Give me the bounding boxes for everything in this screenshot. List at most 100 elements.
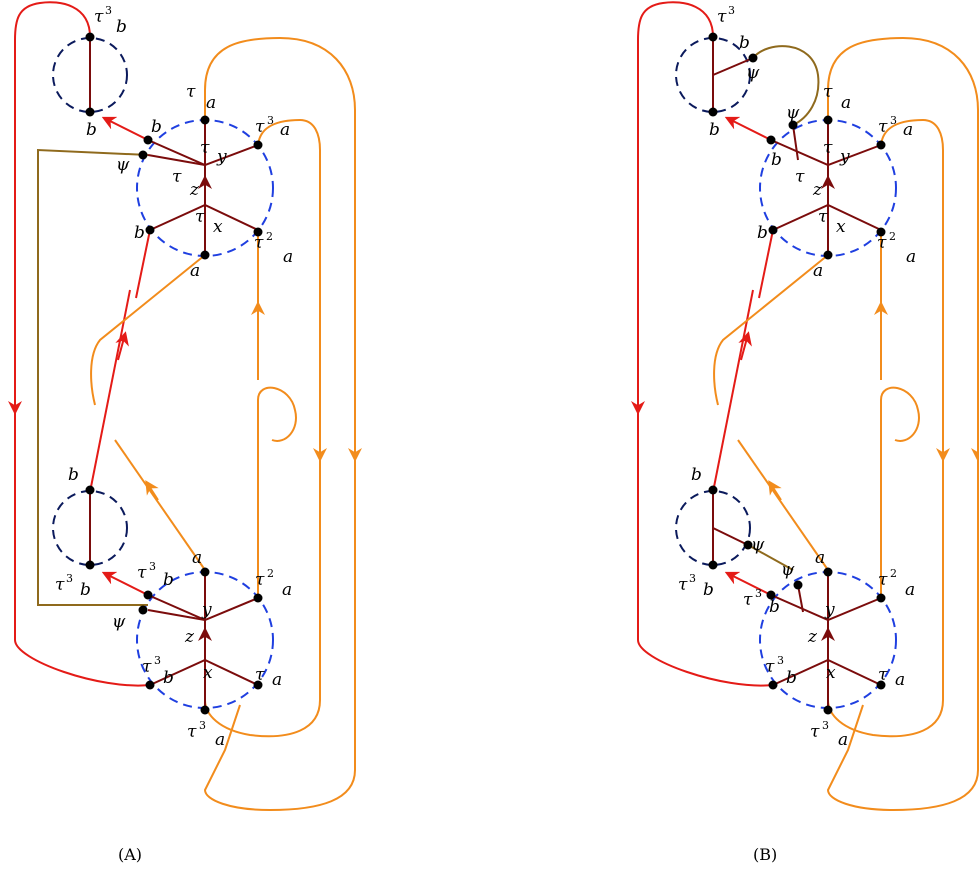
maroon-graph-bottom xyxy=(89,490,259,710)
svg-text:b: b xyxy=(739,33,750,53)
svg-text:𝜏: 𝜏 xyxy=(187,722,197,742)
svg-text:𝜏: 𝜏 xyxy=(255,117,265,137)
svg-text:3: 3 xyxy=(149,560,156,573)
svg-text:𝜏: 𝜏 xyxy=(765,657,775,677)
orange-diag-upper xyxy=(713,254,829,406)
navy-circle-top xyxy=(675,37,751,113)
panel-b: 𝜏 3 b ψ b ψ 𝜏 a 𝜏 3 a b 𝜏 y 𝜏 z 𝜏 x b 𝜏 … xyxy=(631,1,979,864)
svg-text:𝜏: 𝜏 xyxy=(137,563,147,583)
svg-text:a: a xyxy=(838,730,848,750)
svg-text:b: b xyxy=(757,223,768,243)
svg-text:3: 3 xyxy=(728,4,735,17)
red-strand-mid xyxy=(89,289,131,493)
svg-text:3: 3 xyxy=(105,4,112,17)
svg-text:a: a xyxy=(215,730,225,750)
navy-circle-top xyxy=(52,37,128,113)
red-strand-upper xyxy=(758,229,774,299)
red-arrow-mid xyxy=(115,331,129,361)
svg-text:y: y xyxy=(201,600,212,620)
svg-text:a: a xyxy=(272,670,282,690)
maroon-graph-top xyxy=(89,37,259,255)
svg-text:ψ: ψ xyxy=(116,155,130,175)
orange-diag-lower xyxy=(114,439,206,571)
svg-text:𝜏: 𝜏 xyxy=(200,138,210,158)
svg-text:x: x xyxy=(826,663,836,683)
svg-text:a: a xyxy=(903,120,913,140)
svg-text:b: b xyxy=(769,597,780,617)
svg-text:x: x xyxy=(203,663,213,683)
panel-a: 𝜏 3 b b 𝜏 a 𝜏 3 a b ψ 𝜏 y 𝜏 z 𝜏 x b 𝜏 2 … xyxy=(8,1,362,864)
navy-circle-bottom xyxy=(675,490,751,566)
svg-text:b: b xyxy=(786,668,797,688)
svg-text:z: z xyxy=(184,627,195,647)
svg-text:y: y xyxy=(824,600,835,620)
orange-outer-loop xyxy=(203,36,356,812)
svg-text:a: a xyxy=(192,548,202,568)
caption-a: (A) xyxy=(118,845,142,864)
svg-text:𝜏: 𝜏 xyxy=(142,657,152,677)
svg-text:x: x xyxy=(213,217,223,237)
red-arrow-top xyxy=(101,116,149,141)
maroon-graph-top xyxy=(712,37,882,255)
svg-text:a: a xyxy=(906,247,916,267)
olive-psi-line-bottom xyxy=(747,544,794,571)
svg-text:3: 3 xyxy=(267,114,274,127)
svg-text:a: a xyxy=(190,261,200,281)
svg-text:3: 3 xyxy=(777,654,784,667)
svg-text:b: b xyxy=(116,17,127,37)
svg-text:𝜏: 𝜏 xyxy=(810,722,820,742)
svg-text:b: b xyxy=(703,580,714,600)
olive-psi-arc-top xyxy=(752,45,820,126)
svg-text:ψ: ψ xyxy=(781,560,795,580)
svg-text:𝜏: 𝜏 xyxy=(678,575,688,595)
orange-diag-upper xyxy=(90,254,206,406)
caption-b: (B) xyxy=(753,845,777,864)
svg-text:b: b xyxy=(709,120,720,140)
svg-text:y: y xyxy=(839,147,850,167)
svg-text:3: 3 xyxy=(154,654,161,667)
orange-arrow-4 xyxy=(768,480,782,501)
svg-text:3: 3 xyxy=(890,114,897,127)
svg-text:𝜏: 𝜏 xyxy=(255,665,265,685)
svg-text:b: b xyxy=(86,120,97,140)
svg-text:𝜏: 𝜏 xyxy=(717,7,727,27)
red-arrow-top xyxy=(724,116,772,141)
svg-text:a: a xyxy=(282,580,292,600)
orange-curl xyxy=(257,386,297,600)
svg-text:b: b xyxy=(163,570,174,590)
svg-text:b: b xyxy=(771,150,782,170)
maroon-graph-bottom xyxy=(712,490,882,710)
red-arrow-bottom xyxy=(101,571,149,596)
svg-text:𝜏: 𝜏 xyxy=(878,570,888,590)
orange-diag-lower xyxy=(737,439,829,571)
svg-text:z: z xyxy=(189,180,200,200)
svg-text:a: a xyxy=(841,93,851,113)
svg-text:ψ: ψ xyxy=(786,103,800,123)
svg-text:b: b xyxy=(134,223,145,243)
svg-text:𝜏: 𝜏 xyxy=(818,207,828,227)
svg-text:2: 2 xyxy=(890,567,897,580)
svg-text:a: a xyxy=(283,247,293,267)
svg-text:a: a xyxy=(895,670,905,690)
svg-text:3: 3 xyxy=(199,719,206,732)
svg-text:𝜏: 𝜏 xyxy=(878,117,888,137)
svg-text:𝜏: 𝜏 xyxy=(823,82,833,102)
svg-text:b: b xyxy=(68,465,79,485)
orange-outer-loop xyxy=(826,36,979,812)
svg-text:b: b xyxy=(163,668,174,688)
svg-text:𝜏: 𝜏 xyxy=(195,207,205,227)
orange-inner-loop xyxy=(827,118,944,738)
svg-text:𝜏: 𝜏 xyxy=(795,167,805,187)
svg-text:z: z xyxy=(812,180,823,200)
tau-label: 𝜏 xyxy=(94,7,104,27)
svg-text:b: b xyxy=(80,580,91,600)
red-strand xyxy=(637,1,774,687)
svg-text:𝜏: 𝜏 xyxy=(877,233,887,253)
svg-text:𝜏: 𝜏 xyxy=(186,82,196,102)
vertex-dots-a xyxy=(85,32,263,715)
svg-text:2: 2 xyxy=(266,230,273,243)
svg-text:a: a xyxy=(815,548,825,568)
red-arrow-mid xyxy=(738,331,752,361)
orange-inner-loop xyxy=(204,118,321,738)
